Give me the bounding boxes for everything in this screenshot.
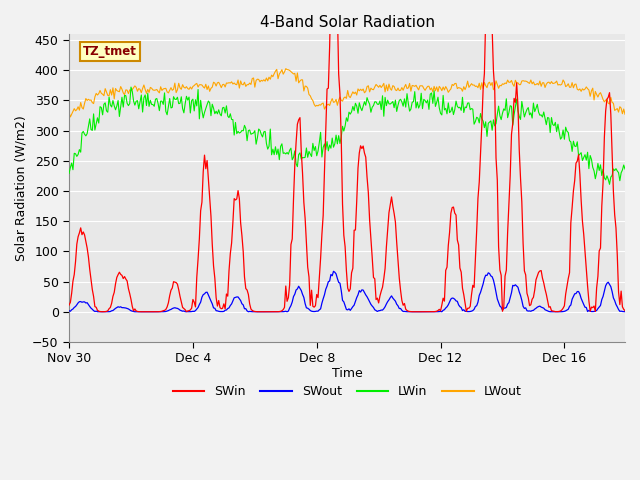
Y-axis label: Solar Radiation (W/m2): Solar Radiation (W/m2) [15, 115, 28, 261]
Text: TZ_tmet: TZ_tmet [83, 45, 137, 58]
Legend: SWin, SWout, LWin, LWout: SWin, SWout, LWin, LWout [168, 381, 527, 404]
Title: 4-Band Solar Radiation: 4-Band Solar Radiation [260, 15, 435, 30]
X-axis label: Time: Time [332, 367, 362, 380]
